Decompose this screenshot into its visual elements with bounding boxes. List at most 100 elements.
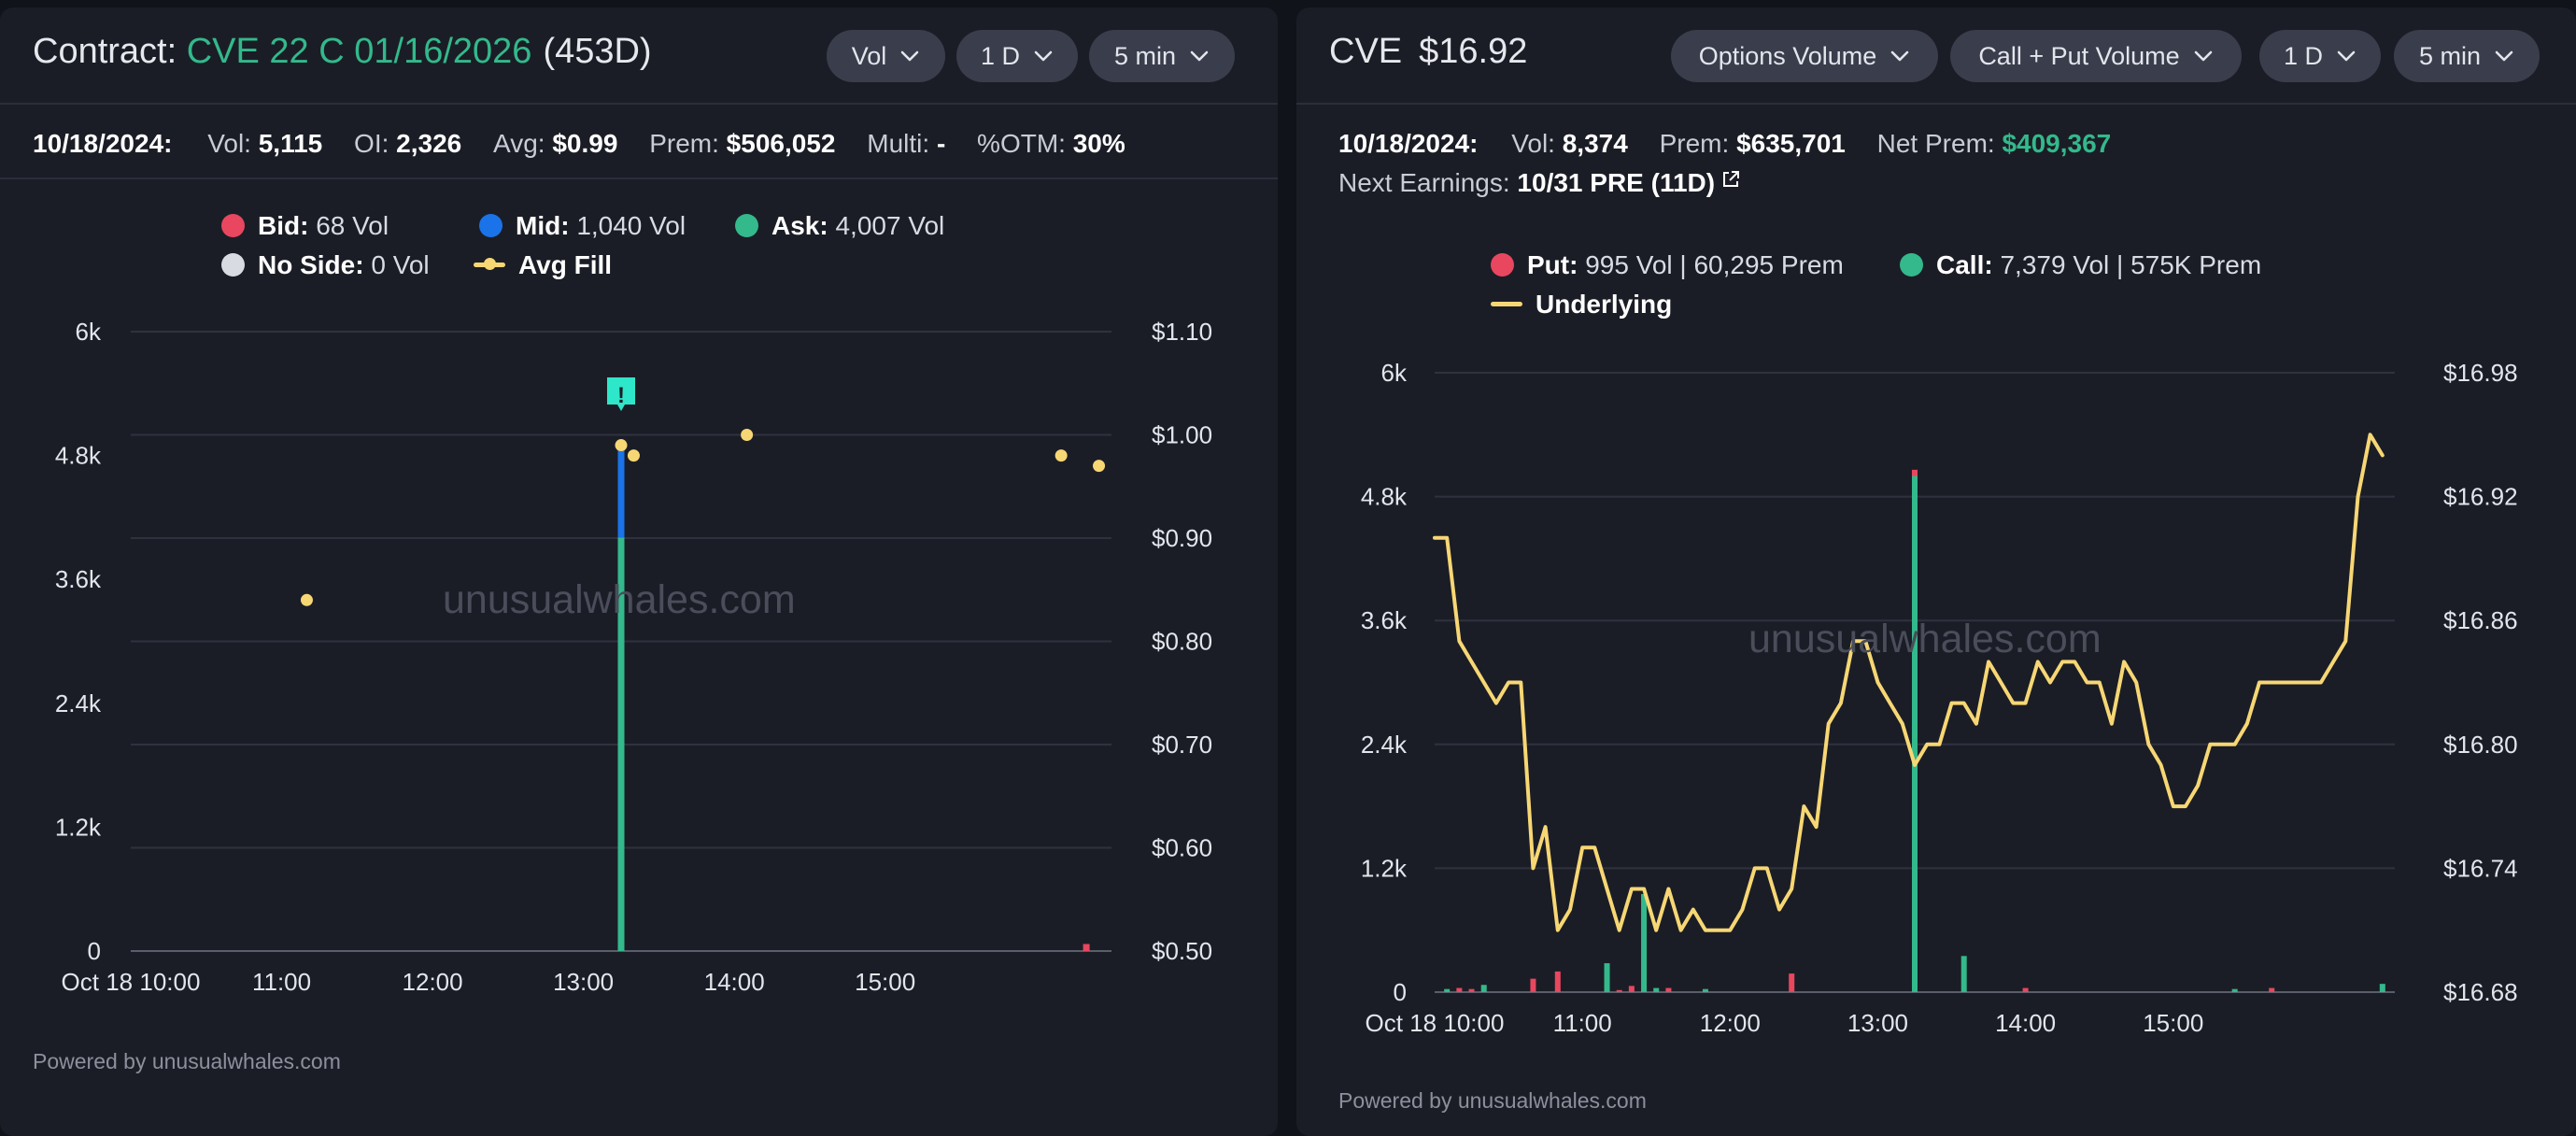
metric-dropdown-label: Options Volume xyxy=(1698,41,1877,70)
y-left-tick-label: 0 xyxy=(88,937,101,965)
call-bar xyxy=(1641,894,1648,992)
chevron-down-icon xyxy=(2337,50,2356,62)
vol-value: 8,374 xyxy=(1562,129,1628,158)
legend-ask[interactable]: Ask: 4,007 Vol xyxy=(735,211,944,241)
legend-call-label: Call: xyxy=(1936,250,1993,279)
call-bar xyxy=(1480,985,1487,992)
otm-value: 30% xyxy=(1072,129,1125,158)
legend-noside[interactable]: No Side: 0 Vol xyxy=(221,250,430,280)
stats-date: 10/18/2024: xyxy=(1338,129,1479,158)
call-bar xyxy=(1702,988,1708,992)
x-tick-label: 12:00 xyxy=(403,968,463,996)
ticker-stats: 10/18/2024: Vol: 8,374 Prem: $635,701 Ne… xyxy=(1338,129,2111,159)
alert-flag-mark: ! xyxy=(617,383,625,408)
put-dot-icon xyxy=(1491,253,1514,277)
options-volume-chart[interactable]: $16.68 $16.74 $16.80 $16.86 $16.92 $16.98 0 1.2… xyxy=(1296,334,2576,1100)
prem-value: $506,052 xyxy=(726,129,836,158)
metric-dropdown[interactable]: Options Volume xyxy=(1671,30,1938,82)
x-tick-label: 14:00 xyxy=(1995,1009,2056,1037)
y-right-tick-label: $16.98 xyxy=(2443,359,2518,387)
y-left-tick-label: 2.4k xyxy=(1361,731,1408,759)
interval-dropdown-label: 5 min xyxy=(1113,41,1177,70)
ticker-title: CVE $16.92 xyxy=(1329,32,1527,72)
legend-call[interactable]: Call: 7,379 Vol | 575K Prem xyxy=(1900,250,2261,280)
put-bar xyxy=(1789,973,1795,992)
range-dropdown[interactable]: 1 D xyxy=(956,30,1078,82)
stats-date: 10/18/2024: xyxy=(33,129,173,158)
chevron-down-icon xyxy=(900,50,919,62)
legend-mid-value: 1,040 Vol xyxy=(576,211,686,240)
stats-divider xyxy=(0,178,1278,179)
avg-fill-point xyxy=(741,429,754,441)
legend-underlying[interactable]: Underlying xyxy=(1491,290,1672,320)
contract-title: Contract: CVE 22 C 01/16/2026 (453D) xyxy=(33,32,652,72)
vol-dropdown[interactable]: Vol xyxy=(827,30,945,82)
vol-label: Vol: xyxy=(1511,129,1555,158)
legend-put-label: Put: xyxy=(1527,250,1578,279)
legend-call-value: 7,379 Vol | 575K Prem xyxy=(2000,250,2262,279)
legend-mid[interactable]: Mid: 1,040 Vol xyxy=(479,211,686,241)
y-right-tick-label: $16.68 xyxy=(2443,978,2518,1006)
avg-fill-point xyxy=(615,439,628,452)
oi-label: OI: xyxy=(354,129,389,158)
prem-label: Prem: xyxy=(649,129,719,158)
avg-value: $0.99 xyxy=(552,129,618,158)
watermark: unusualwhales.com xyxy=(1748,617,2102,661)
contract-symbol[interactable]: CVE 22 C 01/16/2026 xyxy=(186,32,532,71)
legend-mid-label: Mid: xyxy=(516,211,570,240)
avg-fill-point xyxy=(627,449,640,462)
legend-put[interactable]: Put: 995 Vol | 60,295 Prem xyxy=(1491,250,1844,280)
y-left-tick-label: 3.6k xyxy=(1361,606,1408,634)
interval-dropdown[interactable]: 5 min xyxy=(2394,30,2540,82)
interval-dropdown-label: 5 min xyxy=(2418,41,2482,70)
y-left-tick-label: 6k xyxy=(1381,359,1408,387)
y-left-tick-label: 1.2k xyxy=(55,813,102,841)
avg-label: Avg: xyxy=(493,129,545,158)
avg-fill-point xyxy=(1093,460,1106,473)
x-tick-label: 11:00 xyxy=(1553,1009,1612,1037)
legend-noside-label: No Side: xyxy=(258,250,364,279)
x-tick-label: Oct 18 10:00 xyxy=(62,968,201,996)
y-right-tick-label: $0.90 xyxy=(1152,524,1212,552)
header-divider xyxy=(1296,103,2576,105)
put-bar xyxy=(1456,987,1463,992)
interval-dropdown[interactable]: 5 min xyxy=(1089,30,1235,82)
put-bar xyxy=(1628,986,1635,992)
prem-label: Prem: xyxy=(1659,129,1730,158)
y-left-tick-label: 0 xyxy=(1394,978,1407,1006)
volume-type-dropdown-label: Call + Put Volume xyxy=(1978,41,2180,70)
chevron-down-icon xyxy=(1034,50,1053,62)
next-earnings[interactable]: Next Earnings: 10/31 PRE (11D) xyxy=(1338,168,1741,198)
underlying-line-icon xyxy=(1491,302,1522,306)
call-bar xyxy=(2379,984,2385,992)
y-right-tick-label: $0.80 xyxy=(1152,628,1212,656)
multi-label: Multi: xyxy=(867,129,930,158)
net-prem-value: $409,367 xyxy=(2002,129,2112,158)
powered-by[interactable]: Powered by unusualwhales.com xyxy=(1338,1088,1647,1113)
x-tick-label: 12:00 xyxy=(1700,1009,1761,1037)
put-bar xyxy=(1530,978,1536,992)
powered-by[interactable]: Powered by unusualwhales.com xyxy=(33,1049,341,1073)
contract-volume-chart[interactable]: $0.50 $0.60 $0.70 $0.80 $0.90 $1.00 $1.10 0 1.2k… xyxy=(0,288,1278,1082)
range-dropdown-label: 1 D xyxy=(2283,41,2324,70)
avg-fill-point xyxy=(1054,449,1068,462)
legend-avgfill[interactable]: Avg Fill xyxy=(474,250,612,280)
call-bar xyxy=(1912,476,1918,992)
y-right-tick-label: $16.86 xyxy=(2443,606,2518,634)
noside-dot-icon xyxy=(221,253,245,277)
call-bar xyxy=(1444,988,1451,992)
chevron-down-icon xyxy=(2495,50,2513,62)
volume-type-dropdown[interactable]: Call + Put Volume xyxy=(1950,30,2242,82)
call-bar xyxy=(2231,988,2238,992)
ticker-symbol: CVE xyxy=(1329,32,1403,71)
call-bar xyxy=(1604,963,1610,992)
y-right-tick-label: $16.92 xyxy=(2443,483,2518,511)
chevron-down-icon xyxy=(1190,50,1209,62)
bar-ask xyxy=(617,537,625,951)
external-link-icon[interactable] xyxy=(1720,169,1741,190)
legend-noside-value: 0 Vol xyxy=(371,250,430,279)
contract-title-prefix: Contract: xyxy=(33,32,177,71)
range-dropdown[interactable]: 1 D xyxy=(2259,30,2381,82)
ask-dot-icon xyxy=(735,214,758,237)
legend-bid[interactable]: Bid: 68 Vol xyxy=(221,211,389,241)
